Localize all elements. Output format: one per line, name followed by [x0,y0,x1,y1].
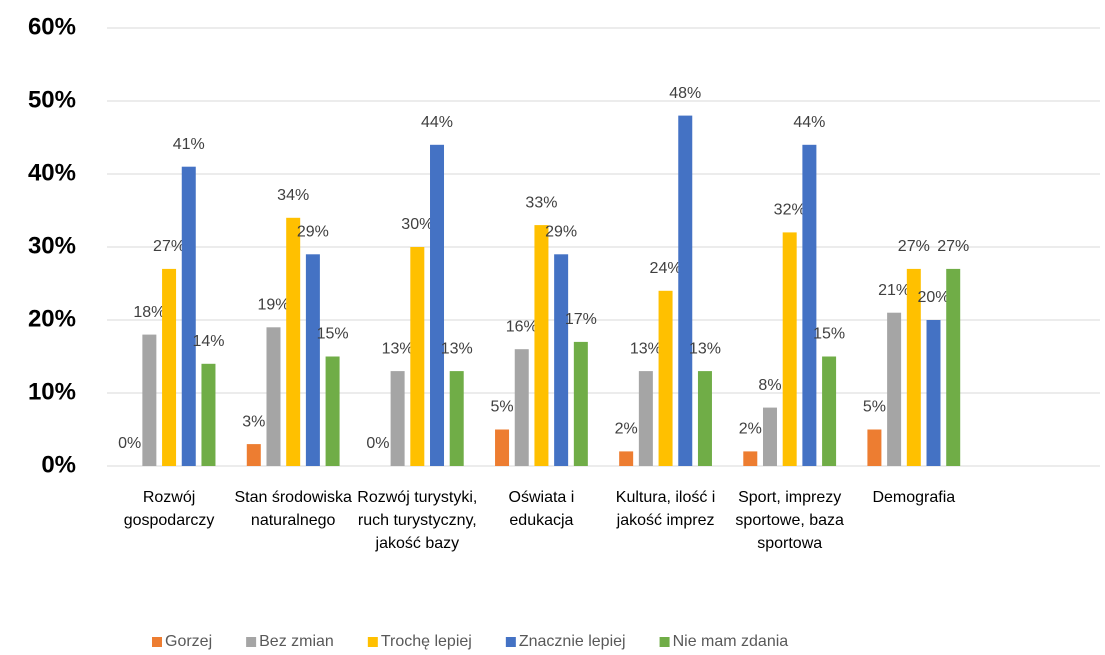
legend-label: Nie mam zdania [673,633,789,650]
bar [246,444,261,466]
data-label: 19% [257,297,289,314]
bar [162,268,177,466]
bar [743,451,758,466]
x-tick-label: Rozwój turystyki, ruch turystyczny, jako… [357,489,478,552]
legend-swatch [152,637,162,647]
legend-label: Bez zmian [259,633,334,650]
data-label: 13% [441,340,473,357]
bar [822,356,837,466]
bar [658,290,673,466]
data-label: 21% [878,282,910,299]
x-tick-label: Rozwój gospodarczy [123,489,215,529]
data-label: 8% [758,377,781,394]
data-label: 48% [669,85,701,102]
x-tick-label: Kultura, ilość i jakość imprez [615,489,716,529]
bar [946,268,961,466]
data-label: 44% [421,114,453,131]
y-tick-label: 40% [28,159,76,186]
x-tick-label: Stan środowiska naturalnego [234,489,352,529]
data-label: 13% [689,340,721,357]
data-label: 5% [863,399,886,416]
bar [573,341,588,466]
data-label: 30% [401,216,433,233]
bar [697,371,712,466]
data-label: 33% [525,194,557,211]
y-tick-label: 20% [28,305,76,332]
data-label: 41% [173,136,205,153]
data-label: 32% [774,202,806,219]
data-label: 15% [317,326,349,343]
x-tick-label: Oświata i edukacja [508,489,575,529]
data-label: 27% [898,238,930,255]
data-label: 17% [565,311,597,328]
bar [390,371,405,466]
x-tick-label: Sport, imprezy sportowe, baza sportowa [735,489,844,552]
y-tick-label: 0% [41,451,76,478]
legend-label: Znacznie lepiej [519,633,626,650]
data-label: 34% [277,187,309,204]
y-tick-label: 30% [28,232,76,259]
data-label: 2% [615,421,638,438]
legend-swatch [505,637,516,647]
data-label: 16% [506,318,538,335]
data-label: 18% [133,304,165,321]
data-label: 13% [630,340,662,357]
data-label: 2% [739,421,762,438]
bar [142,334,157,466]
bar [266,327,281,466]
bar [181,166,196,466]
bar [638,371,653,466]
data-label: 20% [917,289,949,306]
bar [534,225,549,466]
y-tick-label: 50% [28,86,76,113]
bar [514,349,529,466]
bar [201,363,216,466]
x-tick-label: Demografia [872,489,956,506]
bar [782,232,797,466]
data-label: 29% [297,224,329,241]
data-label: 13% [382,340,414,357]
bar [325,356,340,466]
bar [926,320,941,466]
bar [305,254,320,466]
bar [554,254,569,466]
data-label: 5% [490,399,513,416]
bar [619,451,634,466]
data-label: 0% [118,435,141,452]
bar [410,247,425,466]
legend-label: Trochę lepiej [381,633,472,650]
legend-swatch [246,637,257,647]
bar [906,268,921,466]
legend-swatch [367,637,378,647]
bar [867,429,882,466]
data-label: 27% [937,238,969,255]
data-label: 15% [813,326,845,343]
data-label: 29% [545,224,577,241]
y-tick-label: 10% [28,378,76,405]
bar [678,115,693,466]
data-label: 44% [793,114,825,131]
bar [449,371,464,466]
legend-label: Gorzej [165,633,212,650]
bar [802,144,817,467]
bar [495,429,510,466]
data-label: 24% [650,260,682,277]
bar [762,407,777,466]
bar [887,312,902,466]
y-tick-label: 60% [28,13,76,40]
data-label: 3% [242,413,265,430]
legend-swatch [659,637,670,647]
bar [286,217,301,466]
bar [430,144,445,467]
data-label: 0% [366,435,389,452]
data-label: 27% [153,238,185,255]
data-label: 14% [192,333,224,350]
